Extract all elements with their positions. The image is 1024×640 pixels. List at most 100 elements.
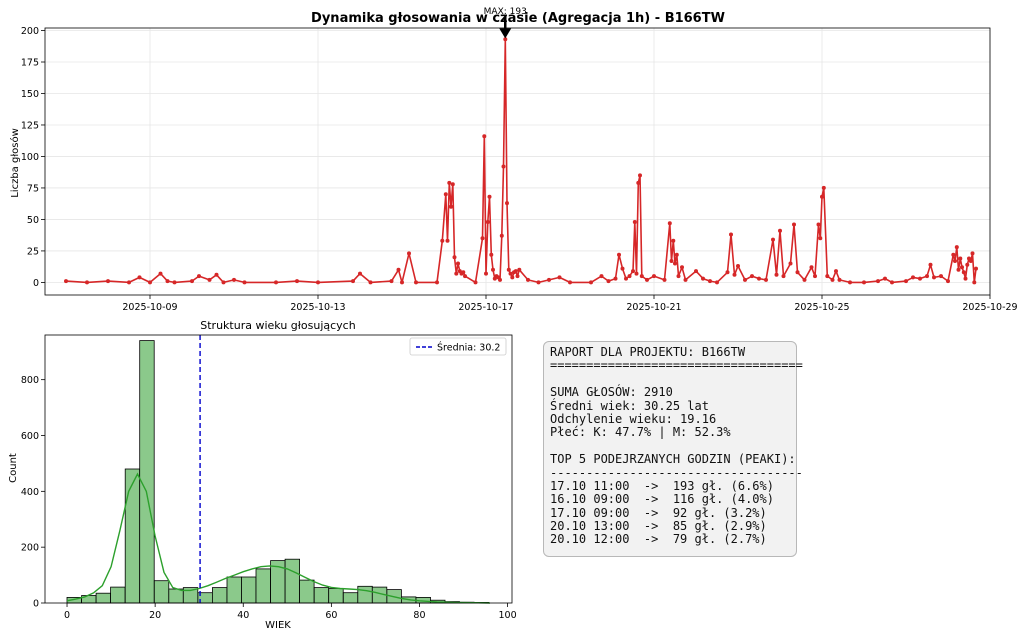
vote-data-point bbox=[358, 271, 362, 276]
vote-data-point bbox=[620, 266, 625, 271]
age-bin-bar bbox=[110, 586, 126, 604]
vote-data-point bbox=[499, 233, 504, 238]
vote-data-point bbox=[624, 276, 628, 281]
hist-y-label: Count bbox=[8, 453, 19, 483]
vote-data-point bbox=[106, 279, 110, 284]
vote-data-point bbox=[671, 238, 676, 243]
vote-data-point bbox=[316, 280, 320, 285]
vote-data-point bbox=[732, 272, 737, 277]
line-x-tick-label: 2025-10-25 bbox=[794, 302, 849, 310]
vote-data-point bbox=[669, 259, 674, 263]
vote-data-point bbox=[652, 274, 656, 279]
vote-data-point bbox=[636, 180, 641, 185]
vote-data-point bbox=[674, 252, 679, 257]
vote-data-point bbox=[589, 280, 593, 285]
vote-data-point bbox=[165, 279, 170, 284]
vote-data-point bbox=[389, 279, 394, 284]
vote-data-point bbox=[351, 279, 355, 284]
vote-data-point bbox=[830, 277, 835, 282]
vote-data-point bbox=[667, 221, 672, 226]
vote-data-point bbox=[972, 280, 977, 285]
line-x-tick-label: 2025-10-09 bbox=[122, 302, 177, 310]
vote-data-point bbox=[631, 269, 635, 274]
vote-series-line bbox=[65, 38, 977, 284]
line-chart-y-label: Liczba głosów bbox=[9, 128, 21, 198]
vote-data-point bbox=[813, 274, 817, 279]
vote-data-point bbox=[536, 280, 541, 285]
vote-data-point bbox=[480, 236, 485, 241]
line-x-tick-label: 2025-10-29 bbox=[962, 302, 1017, 310]
vote-data-point bbox=[295, 279, 299, 284]
vote-data-point bbox=[960, 265, 964, 270]
vote-data-point bbox=[197, 274, 201, 279]
vote-data-point bbox=[454, 271, 459, 276]
vote-data-point bbox=[778, 228, 782, 233]
report-line: 20.10 12:00 -> 79 gł. (2.7%) bbox=[550, 532, 767, 547]
vote-data-point bbox=[816, 222, 821, 227]
vote-data-point bbox=[632, 220, 637, 224]
line-y-tick-label: 0 bbox=[33, 278, 39, 289]
hist-x-tick-label: 40 bbox=[237, 610, 249, 621]
vote-data-point bbox=[963, 276, 968, 281]
report-line: TOP 5 PODEJRZANYCH GODZIN (PEAKI): bbox=[550, 452, 796, 467]
vote-data-point bbox=[407, 251, 411, 256]
hist-y-tick-label: 800 bbox=[21, 375, 39, 386]
age-bin-bar bbox=[124, 468, 141, 604]
hist-y-tick-label: 0 bbox=[33, 599, 39, 610]
vote-data-point bbox=[904, 279, 908, 284]
vote-data-point bbox=[207, 277, 212, 282]
vote-data-point bbox=[400, 280, 404, 285]
vote-data-point bbox=[508, 271, 513, 276]
vote-data-point bbox=[190, 279, 194, 284]
vote-data-point bbox=[445, 238, 450, 243]
line-x-tick-label: 2025-10-13 bbox=[290, 302, 345, 310]
project-report-panel: RAPORT DLA PROJEKTU: B166TW =============… bbox=[543, 341, 803, 557]
line-plot-frame bbox=[44, 27, 991, 296]
vote-data-point bbox=[725, 270, 730, 275]
vote-data-point bbox=[645, 277, 649, 282]
vote-data-point bbox=[965, 262, 970, 267]
vote-data-point bbox=[970, 251, 975, 256]
line-y-tick-label: 125 bbox=[21, 120, 39, 131]
vote-data-point bbox=[274, 280, 278, 285]
line-y-tick-label: 175 bbox=[21, 58, 39, 69]
report-line: 17.10 11:00 -> 193 gł. (6.6%) bbox=[550, 478, 774, 493]
vote-data-point bbox=[673, 261, 677, 266]
vote-data-point bbox=[876, 279, 880, 284]
line-y-tick-label: 25 bbox=[27, 246, 39, 257]
hist-x-tick-label: 80 bbox=[413, 610, 425, 621]
vote-data-point bbox=[939, 274, 943, 279]
age-bin-bar bbox=[226, 576, 242, 604]
vote-data-point bbox=[764, 277, 768, 282]
hist-x-tick-label: 20 bbox=[149, 610, 161, 621]
vote-data-point bbox=[485, 220, 490, 224]
age-bin-bar bbox=[241, 576, 257, 604]
vote-data-point bbox=[946, 279, 950, 284]
hist-plot-frame bbox=[44, 334, 513, 604]
vote-data-point bbox=[613, 276, 618, 281]
vote-data-point bbox=[501, 164, 506, 169]
hist-y-tick-label: 200 bbox=[21, 543, 39, 554]
vote-data-point bbox=[148, 280, 152, 285]
vote-data-point bbox=[447, 180, 452, 185]
report-line: SUMA GŁOSÓW: 2910 bbox=[550, 385, 673, 400]
vote-data-point bbox=[825, 274, 830, 279]
hist-y-tick-label: 600 bbox=[21, 431, 39, 442]
line-chart-title: Dynamika głosowania w czasie (Agregacja … bbox=[311, 11, 725, 26]
vote-data-point bbox=[736, 264, 740, 268]
vote-data-point bbox=[547, 277, 551, 282]
vote-data-point bbox=[676, 274, 681, 279]
vote-data-point bbox=[487, 194, 492, 199]
vote-data-point bbox=[708, 279, 712, 284]
vote-data-point bbox=[443, 192, 448, 197]
vote-data-point bbox=[505, 201, 509, 206]
age-kde-curve bbox=[66, 472, 491, 604]
vote-data-point bbox=[484, 271, 488, 276]
report-line: RAPORT DLA PROJEKTU: B166TW bbox=[550, 345, 746, 359]
vote-data-point bbox=[961, 270, 966, 275]
age-bin-bar bbox=[139, 340, 155, 604]
vote-data-point bbox=[221, 280, 226, 285]
vote-data-point bbox=[473, 280, 478, 285]
report-line: Średni wiek: 30.25 lat bbox=[550, 398, 709, 413]
age-bin-bar bbox=[153, 580, 170, 604]
